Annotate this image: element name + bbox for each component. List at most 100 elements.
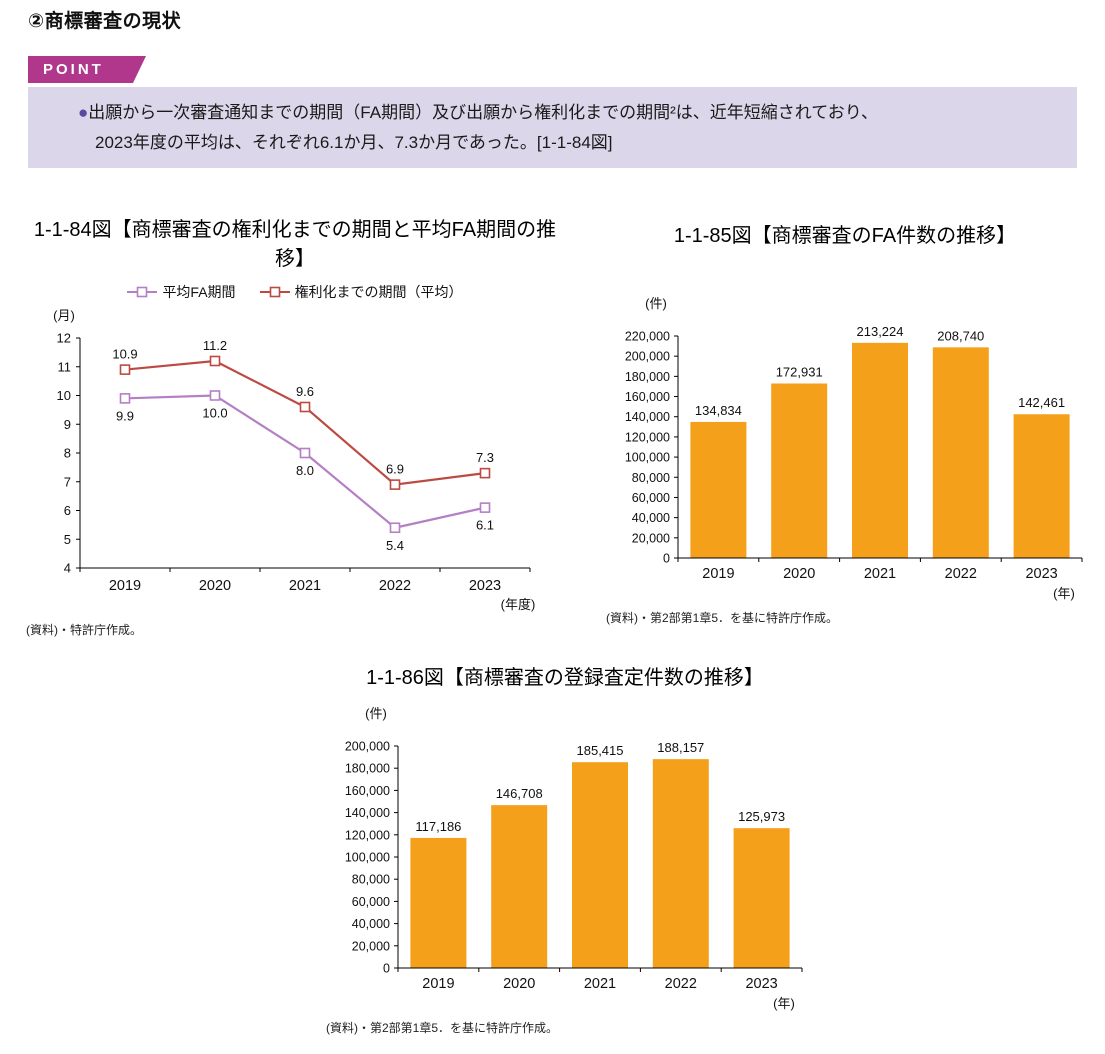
figure-1-1-85: 1-1-85図【商標審査のFA件数の推移】 (件) 0 20,000 40,000 60… xyxy=(600,222,1090,626)
figure-1-1-85-title: 1-1-85図【商標審査のFA件数の推移】 xyxy=(673,225,1017,247)
svg-text:172,931: 172,931 xyxy=(776,364,823,379)
registration-period-series-marker-icon xyxy=(259,286,290,298)
svg-text:5: 5 xyxy=(64,532,71,547)
point-badge: POINT xyxy=(28,56,146,83)
svg-text:2022: 2022 xyxy=(665,976,697,992)
svg-text:2021: 2021 xyxy=(584,976,616,992)
svg-text:140,000: 140,000 xyxy=(625,410,670,424)
svg-text:7: 7 xyxy=(64,474,71,489)
svg-text:20,000: 20,000 xyxy=(352,939,390,953)
svg-text:180,000: 180,000 xyxy=(625,370,670,384)
svg-text:10: 10 xyxy=(57,388,71,403)
svg-text:2021: 2021 xyxy=(864,566,896,582)
svg-text:2023: 2023 xyxy=(745,976,777,992)
svg-text:2020: 2020 xyxy=(503,976,535,992)
svg-text:213,224: 213,224 xyxy=(857,324,904,339)
svg-text:160,000: 160,000 xyxy=(625,390,670,404)
svg-text:(年): (年) xyxy=(773,996,795,1011)
svg-text:60,000: 60,000 xyxy=(352,895,390,909)
point-text-line1: ●出願から一次審査通知までの期間（FA期間）及び出願から権利化までの期間²は、近… xyxy=(78,98,1053,128)
svg-text:185,415: 185,415 xyxy=(577,743,624,758)
svg-text:100,000: 100,000 xyxy=(345,851,390,865)
svg-text:188,157: 188,157 xyxy=(657,740,704,755)
svg-text:6: 6 xyxy=(64,503,71,518)
figure-1-1-84-legend: 平均FA期間 権利化までの期間（平均） xyxy=(20,282,570,302)
figure-1-1-86: 1-1-86図【商標審査の登録査定件数の推移】 (件) 0 20,000 40,000… xyxy=(320,664,810,1036)
page-title: ②商標審査の現状 xyxy=(28,11,182,32)
svg-text:40,000: 40,000 xyxy=(632,511,670,525)
svg-text:(年): (年) xyxy=(1053,586,1075,601)
svg-text:2023: 2023 xyxy=(1025,566,1057,582)
svg-text:120,000: 120,000 xyxy=(345,828,390,842)
svg-text:9.6: 9.6 xyxy=(296,384,314,399)
figure-1-1-85-source: (資料)・第2部第1章5．を基に特許庁作成。 xyxy=(606,611,839,625)
svg-text:6.1: 6.1 xyxy=(476,518,494,533)
svg-text:146,708: 146,708 xyxy=(496,786,543,801)
svg-text:(年度): (年度) xyxy=(501,597,536,612)
svg-text:11.2: 11.2 xyxy=(203,338,227,353)
point-text-line2: 2023年度の平均は、それぞれ6.1か月、7.3か月であった。[1-1-84図] xyxy=(95,132,613,152)
svg-text:20,000: 20,000 xyxy=(632,531,670,545)
svg-text:12: 12 xyxy=(57,331,71,346)
fa-count-bar-chart: (件) 0 20,000 40,000 60,000 80,000 100,000 120,0… xyxy=(625,296,1083,601)
svg-text:0: 0 xyxy=(663,552,670,566)
svg-text:134,834: 134,834 xyxy=(695,403,742,418)
legend-item-registration-period: 権利化までの期間（平均） xyxy=(259,282,463,302)
svg-text:120,000: 120,000 xyxy=(625,430,670,444)
svg-text:180,000: 180,000 xyxy=(345,762,390,776)
svg-text:200,000: 200,000 xyxy=(625,350,670,364)
svg-text:2019: 2019 xyxy=(422,976,454,992)
svg-text:140,000: 140,000 xyxy=(345,806,390,820)
svg-text:4: 4 xyxy=(64,561,71,576)
svg-text:2019: 2019 xyxy=(702,566,734,582)
figure-1-1-84-source: (資料)・特許庁作成。 xyxy=(26,623,142,637)
avg-fa-series-marker-icon xyxy=(127,286,158,298)
svg-text:80,000: 80,000 xyxy=(352,873,390,887)
svg-text:40,000: 40,000 xyxy=(352,917,390,931)
svg-text:2022: 2022 xyxy=(379,578,411,594)
figure-1-1-86-title: 1-1-86図【商標審査の登録査定件数の推移】 xyxy=(366,667,764,689)
legend-item-avg-fa: 平均FA期間 xyxy=(127,282,236,302)
figure-1-1-84: 1-1-84図【商標審査の権利化までの期間と平均FA期間の推移】 平均FA期間 … xyxy=(20,216,570,638)
svg-text:7.3: 7.3 xyxy=(476,450,494,465)
svg-text:9: 9 xyxy=(64,417,71,432)
svg-text:160,000: 160,000 xyxy=(345,784,390,798)
svg-text:208,740: 208,740 xyxy=(937,328,984,343)
svg-text:220,000: 220,000 xyxy=(625,330,670,344)
svg-text:(月): (月) xyxy=(53,308,75,323)
svg-text:100,000: 100,000 xyxy=(625,451,670,465)
figure-1-1-84-title: 1-1-84図【商標審査の権利化までの期間と平均FA期間の推移】 xyxy=(33,219,557,270)
svg-text:125,973: 125,973 xyxy=(738,809,785,824)
point-line1-text: 出願から一次審査通知までの期間（FA期間）及び出願から権利化までの期間²は、近年… xyxy=(88,103,879,122)
figure-1-1-86-source: (資料)・第2部第1章5．を基に特許庁作成。 xyxy=(326,1021,559,1035)
svg-text:9.9: 9.9 xyxy=(116,408,134,423)
svg-text:2022: 2022 xyxy=(945,566,977,582)
svg-text:200,000: 200,000 xyxy=(345,740,390,754)
point-box: ●出願から一次審査通知までの期間（FA期間）及び出願から権利化までの期間²は、近… xyxy=(28,87,1077,168)
svg-text:11: 11 xyxy=(58,359,72,374)
avg-fa-series-label: 平均FA期間 xyxy=(162,284,236,300)
registration-period-series-label: 権利化までの期間（平均） xyxy=(294,284,463,300)
svg-text:142,461: 142,461 xyxy=(1018,395,1065,410)
svg-text:8.0: 8.0 xyxy=(296,463,314,478)
svg-text:2019: 2019 xyxy=(109,578,141,594)
svg-text:(件): (件) xyxy=(365,706,387,721)
svg-text:2021: 2021 xyxy=(289,578,321,594)
svg-text:8: 8 xyxy=(64,446,71,461)
svg-text:10.0: 10.0 xyxy=(202,406,227,421)
svg-text:60,000: 60,000 xyxy=(632,491,670,505)
point-bullet: ● xyxy=(78,103,89,122)
svg-text:80,000: 80,000 xyxy=(632,471,670,485)
trademark-period-line-chart: (月) 4 5 6 7 8 9 10 11 12 2019 2020 2021 2022 2023(年度) 9… xyxy=(53,308,536,612)
svg-text:5.4: 5.4 xyxy=(386,538,404,553)
svg-text:2020: 2020 xyxy=(199,578,231,594)
svg-text:10.9: 10.9 xyxy=(112,347,137,362)
svg-text:2020: 2020 xyxy=(783,566,815,582)
svg-text:0: 0 xyxy=(383,962,390,976)
svg-text:(件): (件) xyxy=(645,296,667,311)
svg-text:2023: 2023 xyxy=(469,578,501,594)
svg-text:6.9: 6.9 xyxy=(386,462,404,477)
svg-text:117,186: 117,186 xyxy=(415,819,461,834)
registration-decision-bar-chart: (件) 0 20,000 40,000 60,000 80,000 100,000 120,0… xyxy=(345,706,803,1011)
